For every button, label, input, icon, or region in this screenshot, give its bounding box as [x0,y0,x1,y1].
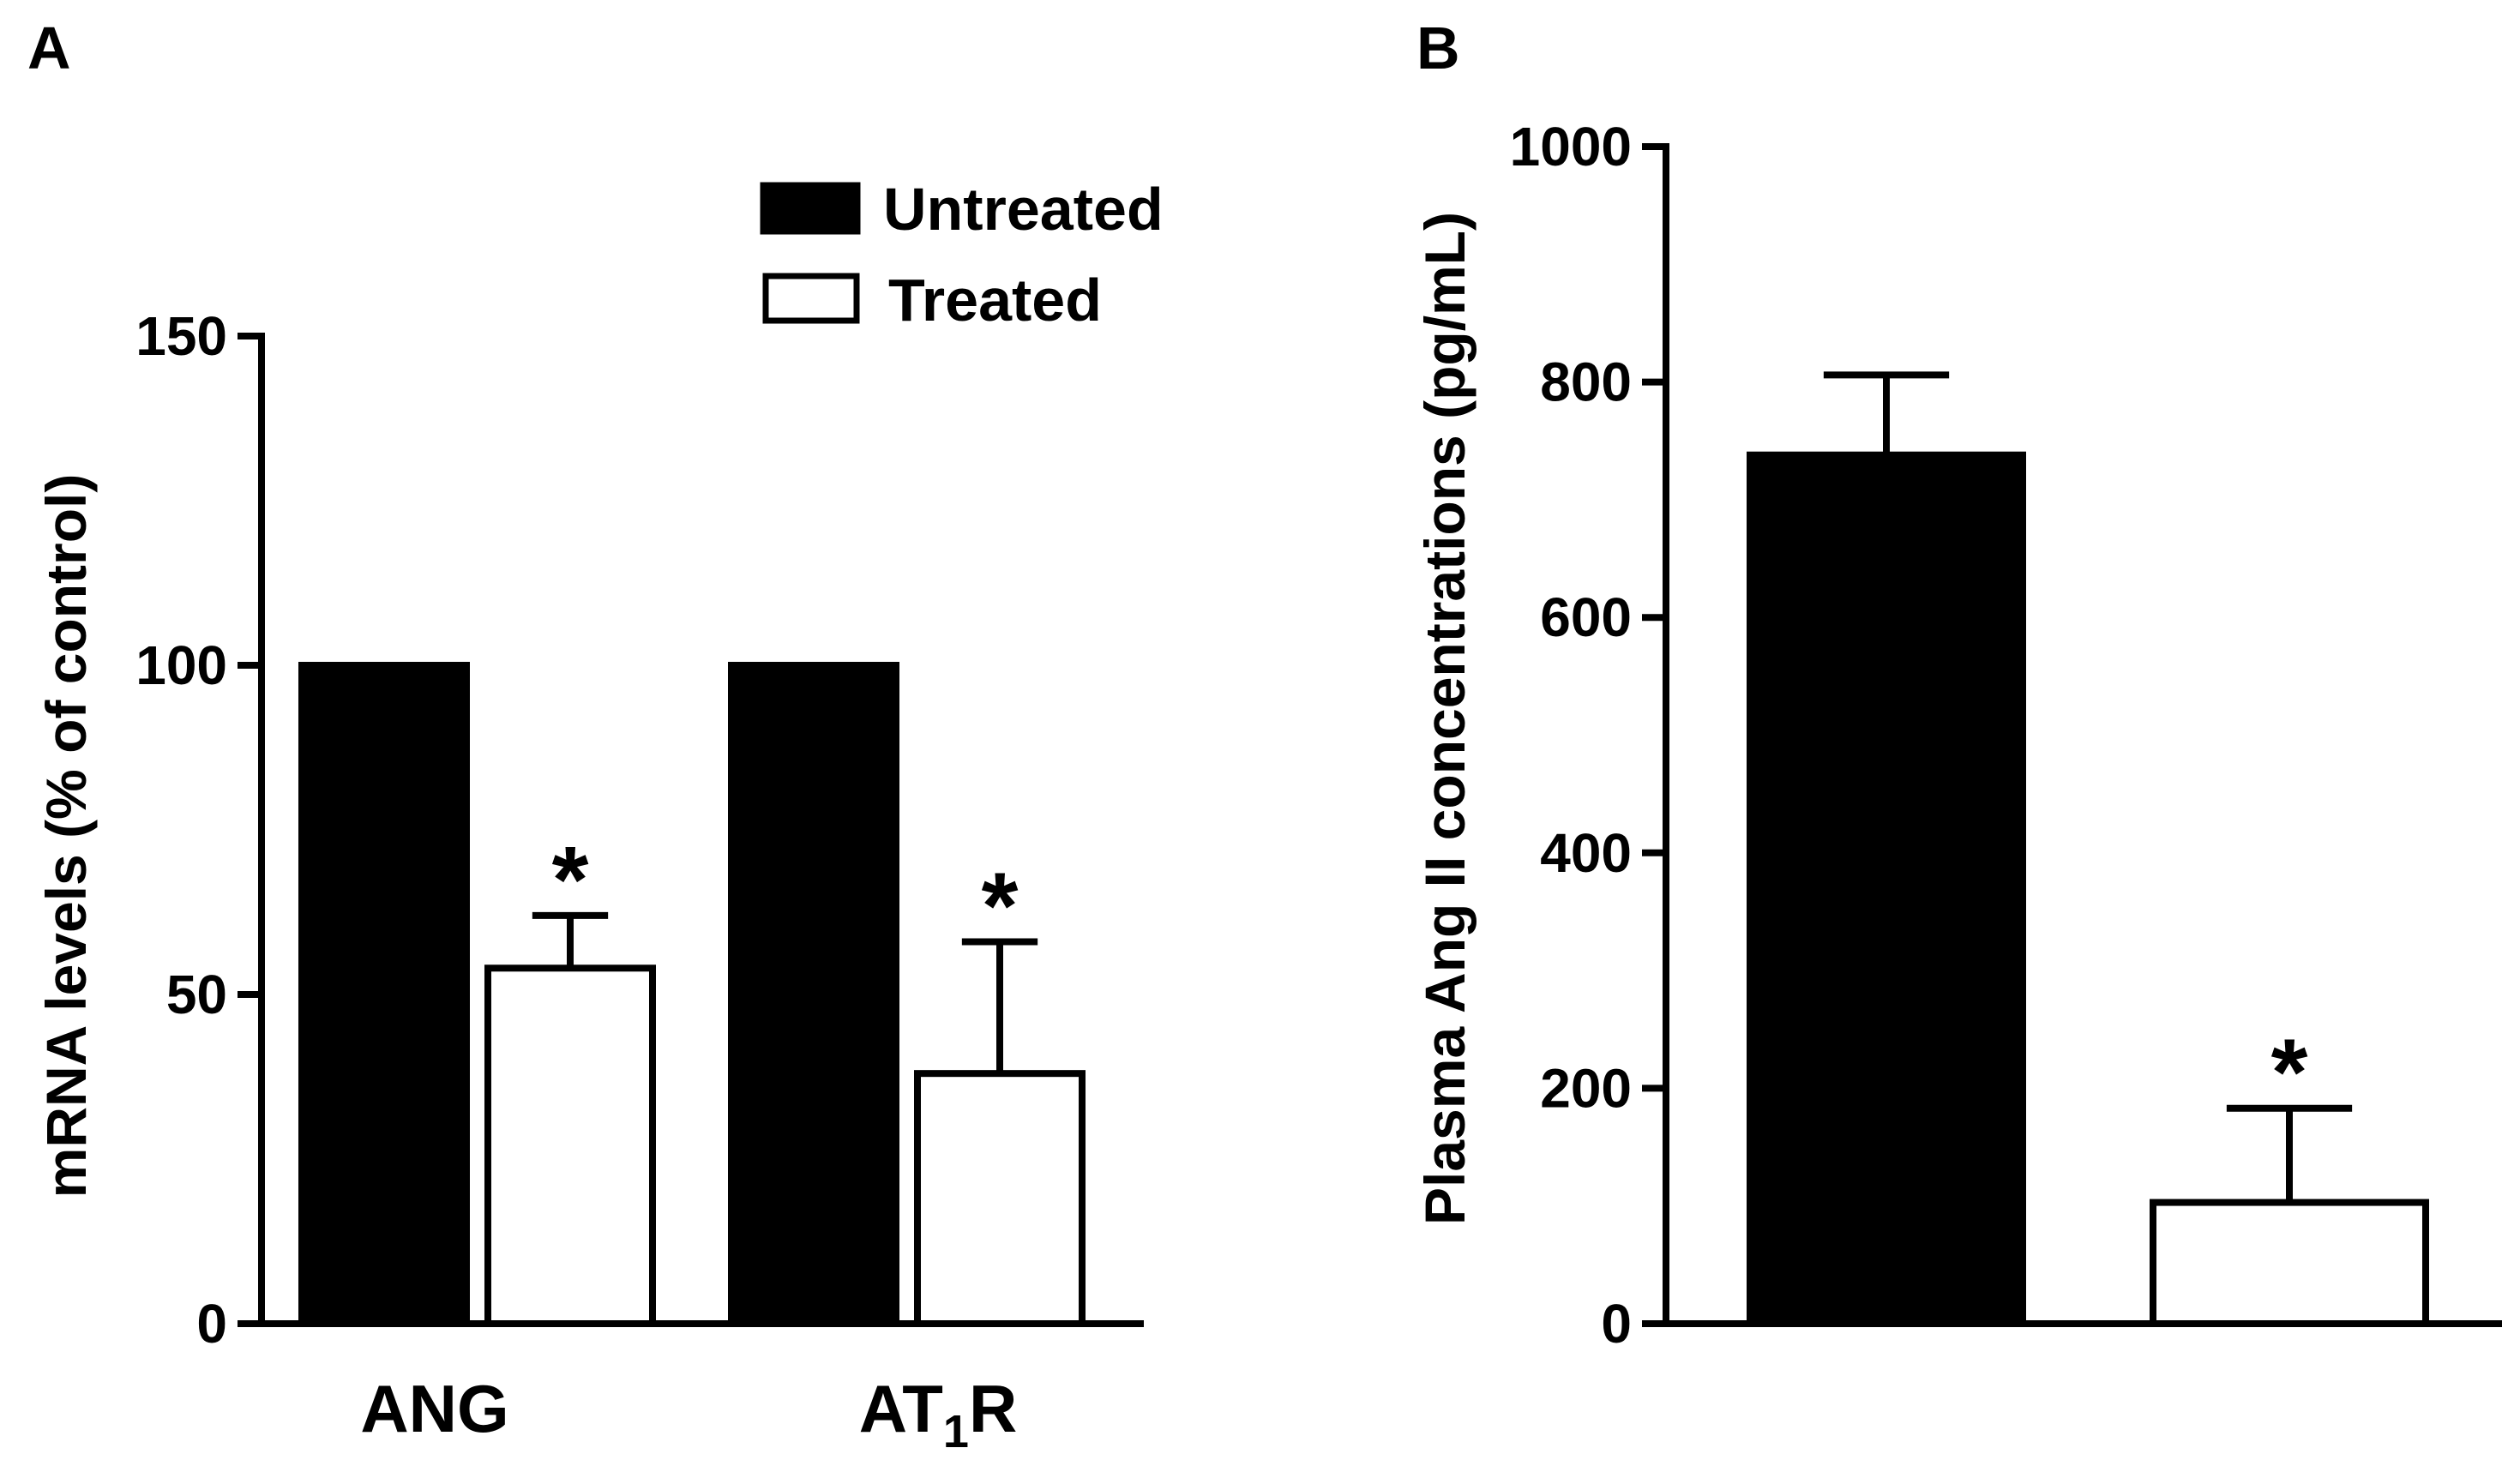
panel-a-bars: * * [298,662,1086,1328]
panel-a-untreated-bar [728,662,899,1327]
panel-a-treated-significance-marker: * [982,854,1019,959]
panel-a-y-tick-label: 0 [196,1293,227,1355]
panel-b-y-tick-label: 200 [1540,1057,1632,1119]
legend-untreated-swatch [760,182,861,235]
panel-b-untreated-bar [1747,451,2026,1327]
panel-a-treated-bar [914,1070,1086,1328]
panel-a-y-tick-label: 50 [166,964,227,1025]
panel-a-treated-significance-marker: * [552,827,589,933]
panel-b-label: B [1416,15,1460,81]
category-label-tail: R [969,1371,1017,1446]
panel-a-untreated-bar [298,662,470,1327]
panel-b-y-tick-label: 800 [1540,351,1632,413]
legend-untreated-label: Untreated [883,176,1164,243]
panel-b-y-tick-label: 400 [1540,822,1632,884]
panel-b-treated-significance-marker: * [2271,1020,2308,1126]
panel-a-y-tick-label: 100 [135,634,227,696]
legend: Untreated Treated [760,176,1164,333]
panel-a-chart: A mRNA levels (% of control) 0 50 100 150 *… [27,15,1164,1457]
panel-a-category-label: AT1R [859,1371,1018,1457]
panel-b-y-tick-label: 600 [1540,586,1632,648]
legend-treated-swatch [762,273,860,324]
panel-b-y-axis-label: Plasma Ang II concentrations (pg/mL) [1413,212,1477,1225]
panel-b-y-tick-label: 1000 [1510,116,1632,177]
panel-a-x-tick-labels: ANG AT1R [360,1371,1017,1457]
panel-a-category-label: ANG [360,1371,508,1446]
panel-a-treated-bar [484,964,656,1328]
panel-b-chart: B Plasma Ang II concentrations (pg/mL) 0… [1413,15,2502,1355]
category-label-main: ANG [360,1371,508,1446]
panel-b-y-ticks: 0 200 400 600 800 1000 [1510,116,1666,1355]
panel-b-bars: * [1747,371,2429,1328]
legend-treated-label: Treated [888,267,1102,333]
panel-b-y-tick-label: 0 [1601,1293,1632,1355]
panel-a-y-ticks: 0 50 100 150 [135,305,262,1355]
category-label-main: AT [859,1371,943,1446]
category-label-subscript: 1 [943,1406,969,1457]
panel-a-y-axis-label: mRNA levels (% of control) [34,474,98,1199]
panel-a-label: A [27,15,71,81]
panel-a-y-tick-label: 150 [135,305,227,367]
panel-b-treated-bar [2150,1199,2429,1328]
